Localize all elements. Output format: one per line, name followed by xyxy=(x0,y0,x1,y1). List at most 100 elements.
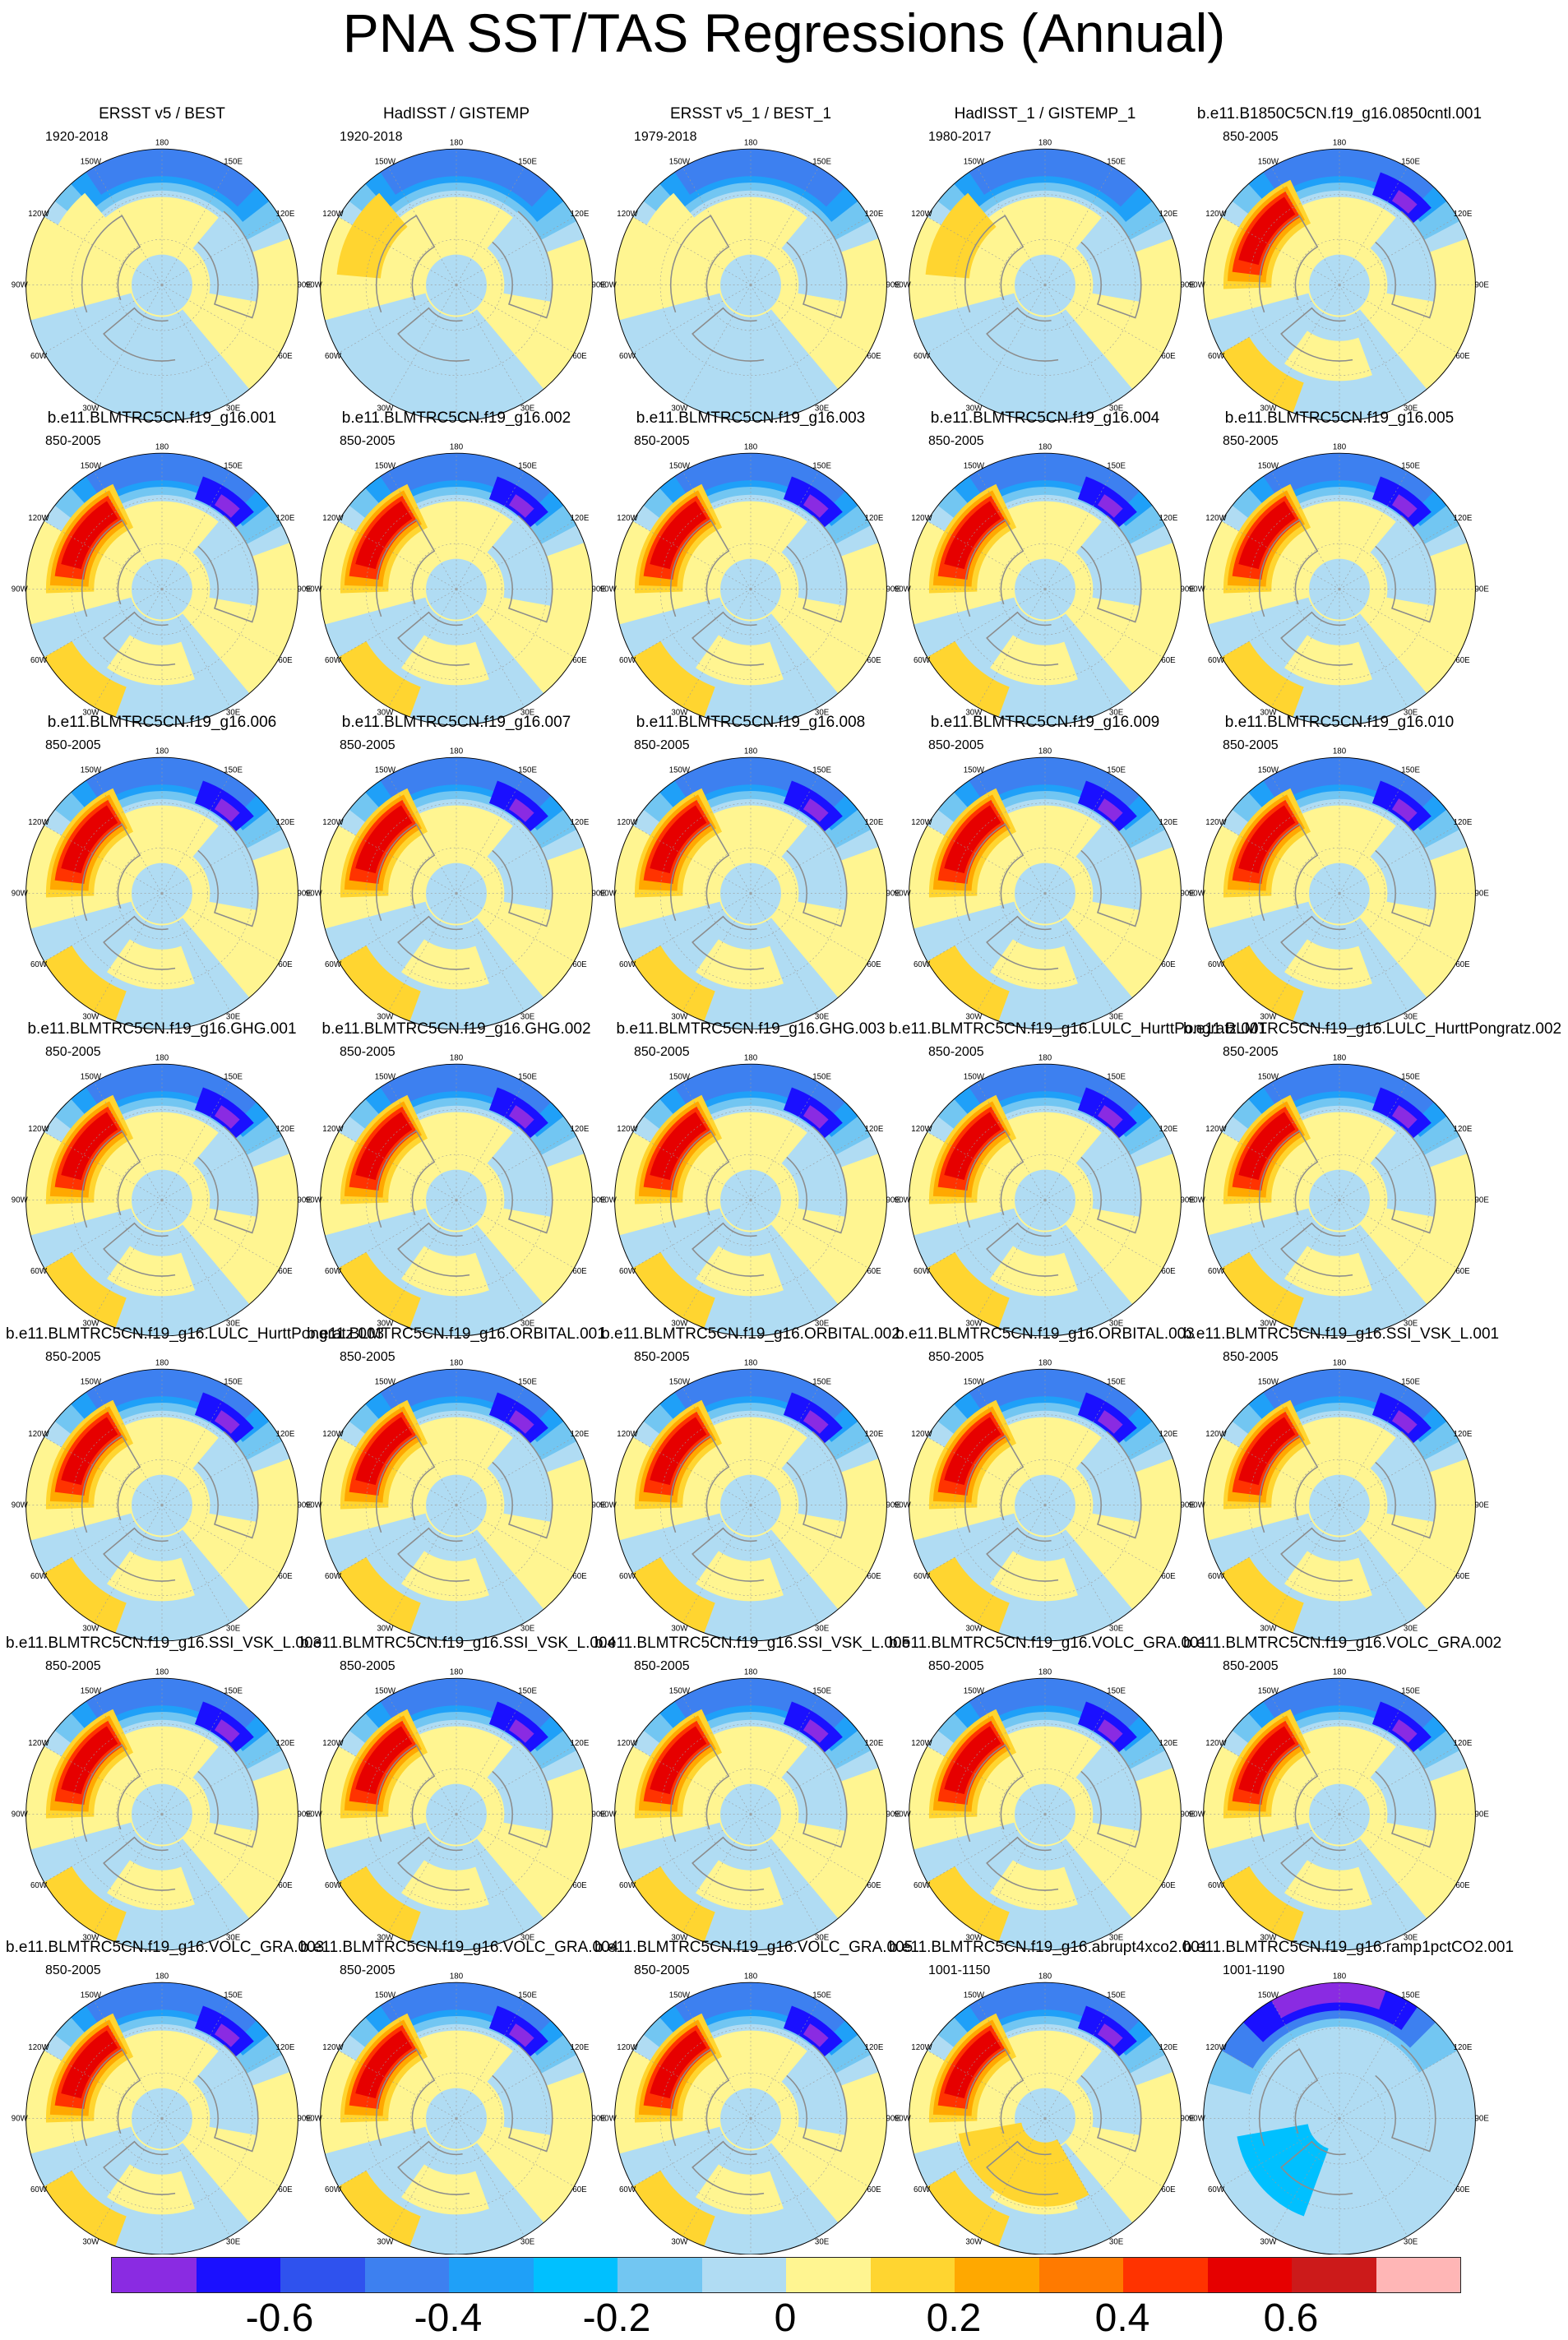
longitude-label: 30E xyxy=(520,1624,535,1633)
longitude-label: 150E xyxy=(518,158,537,167)
longitude-label: 150E xyxy=(224,1073,243,1082)
longitude-label: 30W xyxy=(1260,708,1277,717)
regression-field xyxy=(320,149,593,421)
longitude-label: 60W xyxy=(30,352,48,361)
longitude-label: 90E xyxy=(592,585,607,594)
regression-field xyxy=(614,1678,887,1950)
panel-title: b.e11.BLMTRC5CN.f19_g16.GHG.002 xyxy=(321,1020,591,1038)
longitude-label: 150W xyxy=(81,462,102,471)
longitude-label: 30E xyxy=(1109,1012,1124,1021)
colorbar-segment xyxy=(449,2258,534,2292)
longitude-label: 90W xyxy=(600,1501,617,1510)
longitude-label: 90E xyxy=(886,281,901,290)
colorbar-tick-labels: -0.6 -0.4 -0.2 0 0.2 0.4 0.6 xyxy=(0,2298,1568,2339)
longitude-label: 60E xyxy=(867,2185,881,2194)
longitude-label: 90E xyxy=(298,890,312,899)
longitude-label: 180 xyxy=(155,138,169,147)
longitude-label: 60E xyxy=(1161,1572,1176,1581)
coastline xyxy=(964,515,1142,666)
longitude-label: 180 xyxy=(1333,1972,1347,1981)
longitude-label: 150E xyxy=(1401,1073,1420,1082)
longitude-label: 180 xyxy=(1333,747,1347,756)
longitude-label: 150W xyxy=(1258,1991,1279,2000)
longitude-label: 150W xyxy=(669,766,691,775)
panel-title: b.e11.BLMTRC5CN.f19_g16.010 xyxy=(1224,714,1455,731)
longitude-label: 120W xyxy=(617,1125,638,1134)
panel-period: 850-2005 xyxy=(634,1350,690,1364)
coastline xyxy=(1258,2044,1436,2195)
longitude-label: 30E xyxy=(1404,708,1418,717)
longitude-label: 30W xyxy=(82,1012,99,1021)
longitude-label: 150E xyxy=(518,766,537,775)
map-panel: b.e11.BLMTRC5CN.f19_g16.002 850-2005 180 15… xyxy=(300,409,613,725)
panel-period: 1920-2018 xyxy=(45,130,109,144)
panel-period: 850-2005 xyxy=(928,1659,984,1673)
longitude-label: 150E xyxy=(518,1378,537,1387)
longitude-label: 120E xyxy=(1454,2043,1473,2052)
longitude-label: 60W xyxy=(30,1572,48,1581)
map-panel: b.e11.BLMTRC5CN.f19_g16.004 850-2005 180 15… xyxy=(889,409,1201,725)
longitude-label: 90E xyxy=(298,2115,312,2124)
colorbar-segment xyxy=(1376,2258,1460,2292)
longitude-label: 150E xyxy=(1401,1991,1420,2000)
polar-map: 180150E120E90E60E30E030W60W90W120W150W xyxy=(600,138,901,421)
panel-period: 850-2005 xyxy=(1223,434,1279,448)
longitude-label: 150W xyxy=(964,1687,985,1696)
map-panel: b.e11.BLMTRC5CN.f19_g16.ORBITAL.002 850-2… xyxy=(594,1325,907,1641)
longitude-label: 150W xyxy=(964,766,985,775)
longitude-label: 150E xyxy=(1107,158,1126,167)
longitude-label: 90W xyxy=(895,1501,912,1510)
longitude-label: 60W xyxy=(30,1881,48,1890)
longitude-label: 30E xyxy=(815,2237,830,2246)
coastline xyxy=(1258,819,1436,970)
panel-period: 850-2005 xyxy=(928,434,984,448)
longitude-label: 150E xyxy=(518,1991,537,2000)
longitude-label: 60E xyxy=(1455,1572,1470,1581)
polar-map: 180150E120E90E60E30E030W60W90W120W150W xyxy=(306,1667,606,1950)
colorbar-tick-label: 0 xyxy=(774,2296,797,2340)
map-panel: b.e11.BLMTRC5CN.f19_g16.VOLC_GRA.002 850-… xyxy=(1183,1635,1501,1950)
longitude-label: 150W xyxy=(1258,1687,1279,1696)
regression-field xyxy=(909,1678,1182,1950)
map-panel: b.e11.BLMTRC5CN.f19_g16.VOLC_GRA.005 850-… xyxy=(594,1939,913,2254)
longitude-label: 120E xyxy=(865,514,884,523)
panel-title: b.e11.BLMTRC5CN.f19_g16.006 xyxy=(47,714,277,731)
map-panel: b.e11.BLMTRC5CN.f19_g16.GHG.001 850-2005 1… xyxy=(6,1020,318,1336)
polar-map: 180150E120E90E60E30E030W60W90W120W150W xyxy=(895,747,1195,1029)
longitude-label: 120W xyxy=(28,818,49,827)
longitude-label: 30W xyxy=(377,1624,394,1633)
longitude-label: 30E xyxy=(520,1933,535,1942)
longitude-label: 120W xyxy=(617,2043,638,2052)
polar-map: 180150E120E90E60E30E030W60W90W120W150W xyxy=(306,1358,606,1641)
panel-period: 850-2005 xyxy=(928,738,984,752)
longitude-label: 150E xyxy=(224,462,243,471)
longitude-label: 150W xyxy=(375,1073,396,1082)
longitude-label: 30W xyxy=(377,1933,394,1942)
longitude-label: 60E xyxy=(867,656,881,665)
longitude-label: 90W xyxy=(12,585,29,594)
coastline xyxy=(1258,1740,1436,1891)
colorbar-segment xyxy=(196,2258,280,2292)
polar-map: 180150E120E90E60E30E030W60W90W120W150W xyxy=(1189,1358,1489,1641)
polar-map: 180150E120E90E60E30E030W60W90W120W150W xyxy=(600,1972,900,2254)
longitude-label: 60W xyxy=(914,656,931,665)
polar-map: 180150E120E90E60E30E030W60W90W120W150W xyxy=(306,138,606,421)
map-panel: b.e11.BLMTRC5CN.f19_g16.SSI_VSK_L.004 850… xyxy=(300,1635,616,1950)
panel-title: b.e11.BLMTRC5CN.f19_g16.GHG.001 xyxy=(27,1020,297,1038)
panel-period: 1980-2017 xyxy=(928,130,992,144)
longitude-label: 180 xyxy=(450,747,464,756)
panel-period: 850-2005 xyxy=(1223,1350,1279,1364)
colorbar-segment xyxy=(786,2258,871,2292)
longitude-label: 60W xyxy=(914,1881,931,1890)
panel-title: b.e11.BLMTRC5CN.f19_g16.003 xyxy=(636,409,866,427)
panel-period: 850-2005 xyxy=(928,1350,984,1364)
longitude-label: 120W xyxy=(1205,2043,1227,2052)
panel-title: b.e11.BLMTRC5CN.f19_g16.LULC_HurttPongra… xyxy=(1183,1020,1562,1038)
map-panel: b.e11.BLMTRC5CN.f19_g16.VOLC_GRA.003 850-… xyxy=(6,1939,324,2254)
longitude-label: 150W xyxy=(81,1073,102,1082)
longitude-label: 120E xyxy=(865,1739,884,1748)
longitude-label: 150W xyxy=(669,1378,691,1387)
longitude-label: 90E xyxy=(298,1810,312,1820)
panel-title: b.e11.BLMTRC5CN.f19_g16.ramp1pctCO2.001 xyxy=(1183,1939,1515,1956)
longitude-label: 60E xyxy=(278,352,293,361)
